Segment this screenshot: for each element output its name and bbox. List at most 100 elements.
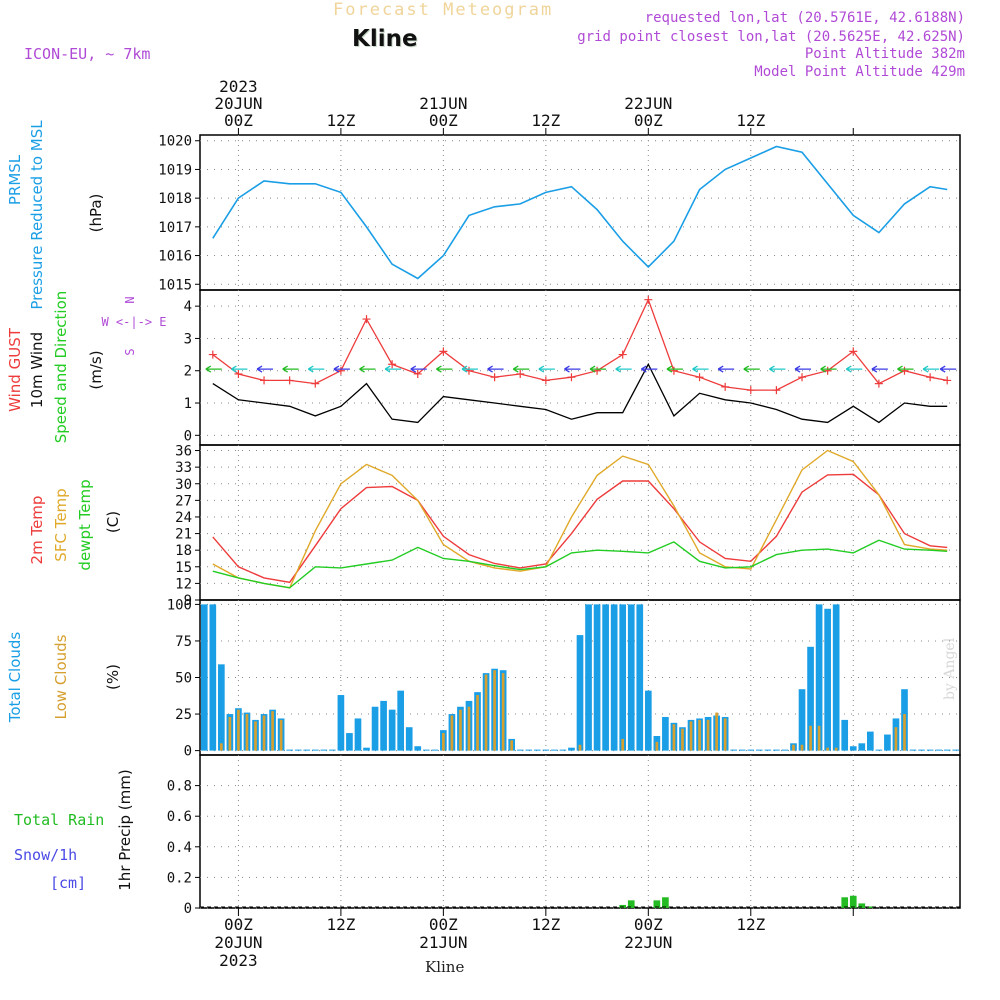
gust-marker [285,376,294,385]
time-label-bottom: 00Z [224,915,253,934]
y-tick-label: 30 [175,477,192,493]
point-altitude: Point Altitude 382m [804,46,965,62]
low-cloud-bar [834,747,838,751]
total-cloud-bar [286,749,293,751]
total-cloud-bar [747,749,755,751]
total-cloud-bar [380,700,387,751]
compass-north: N [123,296,137,303]
speed-direction-label: Speed and Direction [52,291,70,444]
temp-sfc-label: SFC Temp [52,488,70,561]
time-label-top: 12Z [531,111,560,130]
total-cloud-bar [867,731,874,751]
wind-direction-arrow [205,365,222,373]
y-tick-label: 3 [184,331,192,347]
gust-marker [490,373,499,382]
wind-direction-arrow [256,365,274,373]
gust-marker [823,366,832,375]
total-cloud-bar [371,706,379,751]
y-tick-label: 0.4 [167,840,192,856]
wind-direction-arrow [845,365,863,373]
low-cloud-bar [903,714,906,751]
wind-direction-arrow [333,365,350,373]
y-tick-label: 33 [175,460,192,476]
low-cloud-bar [817,725,821,751]
y-tick-label: 18 [175,543,192,559]
y-tick-label: 0 [184,428,192,444]
panel-frame-precip [199,754,961,909]
total-cloud-bar [576,635,584,751]
total-cloud-bar [755,749,763,751]
total-cloud-bar [431,749,439,751]
total-cloud-bar [849,746,857,751]
low-cloud-bar [510,740,514,751]
low-cloud-bar [279,719,283,751]
time-label-bottom: 2023 [219,951,258,970]
low-cloud-bar [476,695,479,751]
pressure-units: (hPa) [87,194,105,233]
gust-marker [336,366,345,375]
time-label-bottom: 12Z [326,915,355,934]
gust-marker [900,366,909,375]
precip-units-label: 1hr Precip (mm) [116,769,134,890]
total-cloud-bar [363,747,370,751]
wind-direction-arrow [307,365,325,373]
model-label: ICON-EU, ~ 7km [24,45,151,63]
total-cloud-bar [662,716,669,751]
y-tick-label: 15 [175,560,192,576]
gust-marker [541,376,550,385]
total-cloud-bar [781,749,789,751]
time-label-bottom: 00Z [634,915,663,934]
total-cloud-bar [918,749,925,751]
total-cloud-bar [354,718,362,751]
low-cloud-bar [723,718,727,751]
precip-bar [653,900,661,908]
requested-lonlat: requested lon,lat (20.5761E, 42.6188N) [644,10,965,26]
y-tick-label: 0.2 [167,870,192,886]
low-cloud-bar [792,744,795,751]
gust-marker [464,366,473,375]
wind-direction-arrow [487,365,504,373]
total-cloud-bar [832,604,840,751]
low-cloud-bar [689,721,693,751]
precip-bar [619,904,627,908]
clouds-units: (%) [104,664,122,690]
total-clouds-label: Total Clouds [6,632,24,724]
total-cloud-bar [926,749,934,751]
total-cloud-bar [943,749,951,751]
wind-direction-arrow [666,365,683,373]
temp-line-1 [212,449,948,589]
wind-direction-arrow [897,365,914,373]
total-cloud-bar [875,749,883,751]
time-label-bottom: 12Z [531,915,560,934]
gust-marker [413,369,422,378]
total-cloud-bar [798,689,806,751]
y-tick-label: 1015 [158,277,192,293]
gust-marker [234,369,243,378]
total-cloud-bar [610,604,618,751]
total-cloud-bar [414,746,422,751]
gust-marker [260,376,269,385]
time-label-bottom: 22JUN [624,933,672,952]
low-cloud-bar [681,728,684,751]
precip-bar [867,906,874,908]
wind-direction-arrow [282,365,299,373]
temp-line-2 [212,539,948,589]
total-cloud-bar [773,749,780,751]
total-cloud-bar [627,604,635,751]
total-cloud-bar [329,749,336,751]
gust-marker [311,379,320,388]
low-cloud-bar [262,715,266,751]
gust-marker [644,295,653,304]
wind-units: (m/s) [87,350,105,389]
compass-west-east: W <-|-> E [101,315,166,329]
total-cloud-bar [200,604,208,751]
pressure-line [212,145,948,280]
time-label-bottom: 00Z [429,915,458,934]
temp-line-0 [212,473,948,584]
total-cloud-bar [884,734,891,751]
gust-marker [926,373,935,382]
wind-direction-arrow [640,365,658,373]
gust-marker [618,350,627,359]
time-label-bottom: 21JUN [419,933,467,952]
y-tick-label: 1 [184,396,192,412]
